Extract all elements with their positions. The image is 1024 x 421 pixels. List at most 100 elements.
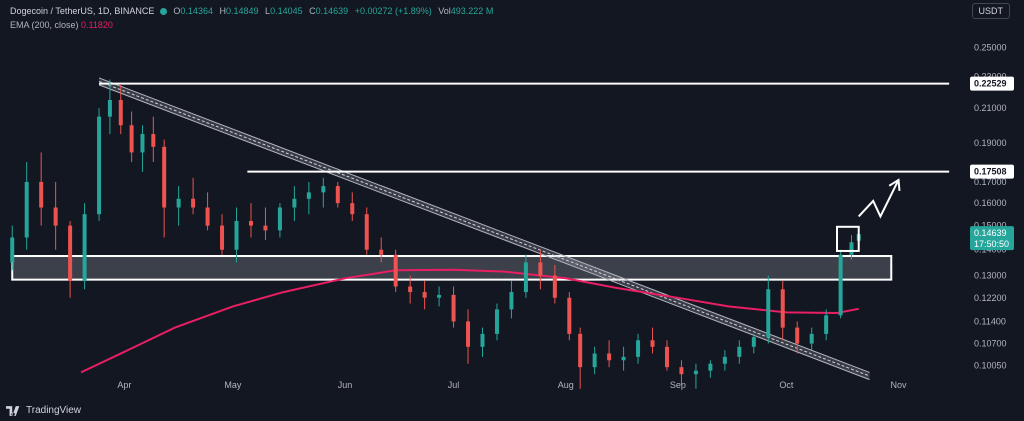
price-label: 0.22529	[970, 76, 1014, 91]
candle-body	[82, 214, 87, 281]
low-value: 0.14045	[270, 6, 303, 16]
channel-midline	[98, 80, 870, 377]
candle-body	[708, 363, 713, 371]
candle-body	[140, 134, 145, 153]
candle	[494, 303, 499, 341]
candle-body	[364, 214, 369, 250]
ema-row: EMA (200, close) 0.11820	[10, 18, 497, 32]
candle-body	[53, 207, 58, 226]
x-tick-label: Oct	[779, 380, 794, 390]
candle-body	[795, 327, 800, 344]
candle-body	[10, 237, 15, 263]
y-tick-label: 0.10050	[974, 360, 1007, 370]
y-tick-label: 0.21000	[974, 103, 1007, 113]
high-label: H	[219, 6, 226, 16]
low-label: L	[265, 6, 271, 16]
y-tick-label: 0.15000	[974, 221, 1007, 231]
volume-value: 493.222 M	[450, 6, 494, 16]
candle	[693, 363, 698, 389]
candle-body	[191, 198, 196, 208]
candle-body	[494, 309, 499, 334]
x-tick-label: Nov	[890, 380, 907, 390]
candle	[39, 152, 44, 226]
candle-body	[151, 134, 156, 147]
candle-body	[97, 116, 102, 215]
channel-line	[98, 77, 870, 373]
candle	[766, 275, 771, 344]
candle-body	[693, 370, 698, 375]
candle	[538, 249, 543, 290]
close-label: C	[309, 6, 316, 16]
candle-body	[838, 254, 843, 316]
volume-label: Vol	[438, 6, 451, 16]
candle	[53, 181, 58, 250]
candle-body	[466, 321, 471, 347]
x-tick-label: May	[224, 380, 242, 390]
currency-button[interactable]: USDT	[971, 3, 1010, 19]
candle	[552, 265, 557, 304]
candle-body	[350, 203, 355, 215]
candle	[335, 181, 340, 208]
candle-body	[292, 198, 297, 208]
candle	[607, 340, 612, 368]
candle-body	[408, 286, 413, 293]
x-tick-label: Jun	[338, 380, 353, 390]
x-tick-label: Jul	[448, 380, 460, 390]
support-zone	[11, 255, 893, 281]
candle	[306, 181, 311, 215]
candle-body	[379, 249, 384, 255]
candle	[437, 286, 442, 307]
ema-label[interactable]: EMA (200, close)	[10, 20, 79, 30]
brand-footer[interactable]: TradingView	[6, 405, 81, 416]
candle	[578, 327, 583, 389]
x-tick-label: Apr	[117, 380, 131, 390]
price-label-text: 0.22529	[974, 79, 1007, 89]
candle-body	[24, 181, 29, 238]
candle	[68, 221, 73, 298]
candle	[523, 254, 528, 298]
candle-body	[567, 297, 572, 334]
symbol-title[interactable]: Dogecoin / TetherUS, 1D, BINANCE	[10, 6, 155, 16]
candle-body	[849, 242, 854, 255]
candle-body	[393, 254, 398, 287]
candle	[480, 327, 485, 357]
candle-body	[780, 289, 785, 328]
candle	[708, 360, 713, 378]
y-tick-label: 0.13000	[974, 271, 1007, 281]
candle-body	[737, 346, 742, 357]
y-tick-label: 0.10700	[974, 339, 1007, 349]
high-value: 0.14849	[225, 6, 259, 16]
price-label-text: 0.17508	[974, 167, 1007, 177]
candle	[220, 214, 225, 255]
candle-body	[248, 221, 253, 226]
candle-body	[68, 225, 73, 281]
candle	[107, 79, 112, 135]
candle-body	[277, 207, 282, 231]
ema-200-line	[80, 268, 859, 374]
ema-value: 0.11820	[81, 20, 113, 30]
candle	[82, 203, 87, 290]
candle	[191, 177, 196, 215]
chart-legend: Dogecoin / TetherUS, 1D, BINANCE O0.14364…	[10, 4, 497, 32]
candle-body	[162, 146, 167, 208]
close-value: 0.14639	[315, 6, 349, 16]
candle	[722, 350, 727, 371]
y-tick-label: 0.23000	[974, 71, 1007, 81]
y-tick-label: 0.19000	[974, 138, 1007, 148]
candle-body	[220, 225, 225, 250]
candle	[364, 207, 369, 255]
market-status-icon	[160, 8, 168, 16]
candle	[162, 139, 167, 238]
candle	[321, 177, 326, 208]
candle-body	[552, 275, 557, 298]
candle	[292, 186, 297, 222]
candle-body	[129, 125, 134, 153]
candle-body	[509, 292, 514, 310]
tradingview-logo-icon	[6, 405, 20, 416]
countdown-text: 17:50:50	[974, 239, 1009, 249]
candle	[451, 286, 456, 328]
candle	[795, 321, 800, 354]
price-label-bg	[970, 164, 1014, 179]
